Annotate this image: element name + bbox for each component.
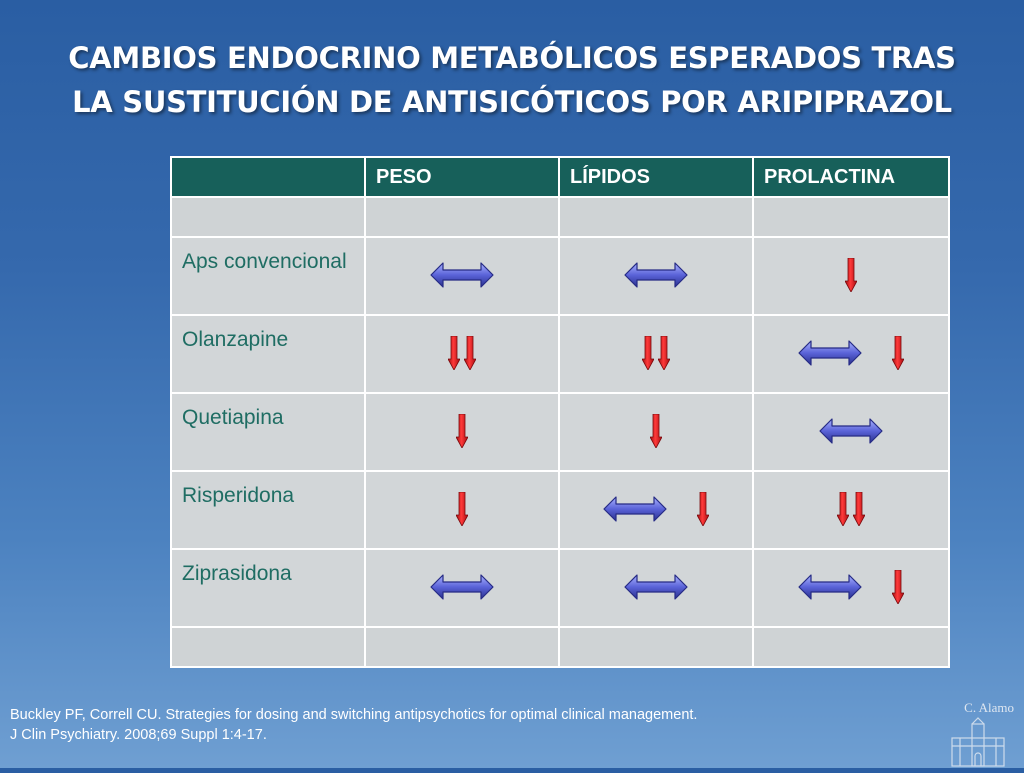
effect-markers	[560, 258, 752, 292]
effect-cell	[752, 548, 950, 628]
watermark-text: C. Alamo	[964, 700, 1014, 715]
table-header-row: PESO LÍPIDOS PROLACTINA	[170, 156, 950, 198]
effect-cell	[752, 470, 950, 550]
effect-cell	[364, 236, 560, 316]
effect-markers	[754, 258, 948, 292]
drug-label: Risperidona	[170, 470, 366, 550]
down-arrow-icon	[853, 492, 865, 526]
down-arrow-icon	[837, 492, 849, 526]
blank-cell	[558, 196, 754, 238]
effect-cell	[752, 236, 950, 316]
effect-markers	[366, 492, 558, 526]
table-row: Quetiapina	[170, 392, 950, 472]
effect-markers	[366, 258, 558, 292]
blank-cell	[752, 196, 950, 238]
effect-cell	[364, 314, 560, 394]
table-row: Ziprasidona	[170, 548, 950, 628]
citation-line-1: Buckley PF, Correll CU. Strategies for d…	[10, 707, 698, 723]
effect-markers	[754, 492, 948, 526]
left-right-arrow-icon	[798, 574, 862, 600]
blank-row-bottom	[170, 626, 950, 668]
header-corner-cell	[170, 156, 366, 198]
down-arrow-icon	[845, 258, 857, 292]
effect-cell	[364, 548, 560, 628]
blank-cell	[558, 626, 754, 668]
citation-line-2: J Clin Psychiatry. 2008;69 Suppl 1:4-17.	[10, 727, 267, 743]
effect-cell	[558, 236, 754, 316]
author-watermark: C. Alamo	[942, 700, 1014, 768]
effect-markers	[366, 414, 558, 448]
double-down-arrow-icon	[837, 492, 865, 526]
header-prolactina: PROLACTINA	[752, 156, 950, 198]
effect-cell	[558, 470, 754, 550]
building-icon	[951, 717, 1005, 767]
effect-markers	[560, 492, 752, 526]
table-row: Aps convencional	[170, 236, 950, 316]
down-arrow-icon	[464, 336, 476, 370]
effect-cell	[752, 392, 950, 472]
effect-markers	[560, 414, 752, 448]
effect-cell	[558, 392, 754, 472]
effect-markers	[754, 570, 948, 604]
blank-cell	[170, 196, 366, 238]
down-arrow-icon	[642, 336, 654, 370]
down-arrow-icon	[456, 492, 468, 526]
blank-row-top	[170, 196, 950, 238]
slide-title-line-1: CAMBIOS ENDOCRINO METABÓLICOS ESPERADOS …	[68, 41, 956, 75]
drug-label: Quetiapina	[170, 392, 366, 472]
blank-cell	[170, 626, 366, 668]
slide-title: CAMBIOS ENDOCRINO METABÓLICOS ESPERADOS …	[0, 36, 1024, 124]
effect-markers	[560, 336, 752, 370]
effect-markers	[754, 336, 948, 370]
header-peso: PESO	[364, 156, 560, 198]
double-down-arrow-icon	[642, 336, 670, 370]
drug-label: Ziprasidona	[170, 548, 366, 628]
effect-cell	[364, 392, 560, 472]
down-arrow-icon	[892, 570, 904, 604]
comparison-table: PESO LÍPIDOS PROLACTINA Aps convencional…	[170, 156, 950, 668]
down-arrow-icon	[448, 336, 460, 370]
slide-title-line-2: LA SUSTITUCIÓN DE ANTISICÓTICOS POR ARIP…	[72, 85, 952, 119]
left-right-arrow-icon	[624, 574, 688, 600]
left-right-arrow-icon	[603, 496, 667, 522]
down-arrow-icon	[650, 414, 662, 448]
drug-label: Olanzapine	[170, 314, 366, 394]
left-right-arrow-icon	[624, 262, 688, 288]
effect-markers	[366, 336, 558, 370]
down-arrow-icon	[892, 336, 904, 370]
down-arrow-icon	[697, 492, 709, 526]
effect-cell	[558, 314, 754, 394]
effect-cell	[364, 470, 560, 550]
citation: Buckley PF, Correll CU. Strategies for d…	[10, 705, 697, 745]
effect-markers	[366, 570, 558, 604]
left-right-arrow-icon	[819, 418, 883, 444]
left-right-arrow-icon	[430, 574, 494, 600]
effect-cell	[558, 548, 754, 628]
double-down-arrow-icon	[448, 336, 476, 370]
left-right-arrow-icon	[798, 340, 862, 366]
drug-label: Aps convencional	[170, 236, 366, 316]
table-row: Risperidona	[170, 470, 950, 550]
effect-markers	[560, 570, 752, 604]
left-right-arrow-icon	[430, 262, 494, 288]
blank-cell	[364, 196, 560, 238]
effect-cell	[752, 314, 950, 394]
blank-cell	[364, 626, 560, 668]
down-arrow-icon	[658, 336, 670, 370]
blank-cell	[752, 626, 950, 668]
table-row: Olanzapine	[170, 314, 950, 394]
down-arrow-icon	[456, 414, 468, 448]
effect-markers	[754, 414, 948, 448]
header-lipidos: LÍPIDOS	[558, 156, 754, 198]
